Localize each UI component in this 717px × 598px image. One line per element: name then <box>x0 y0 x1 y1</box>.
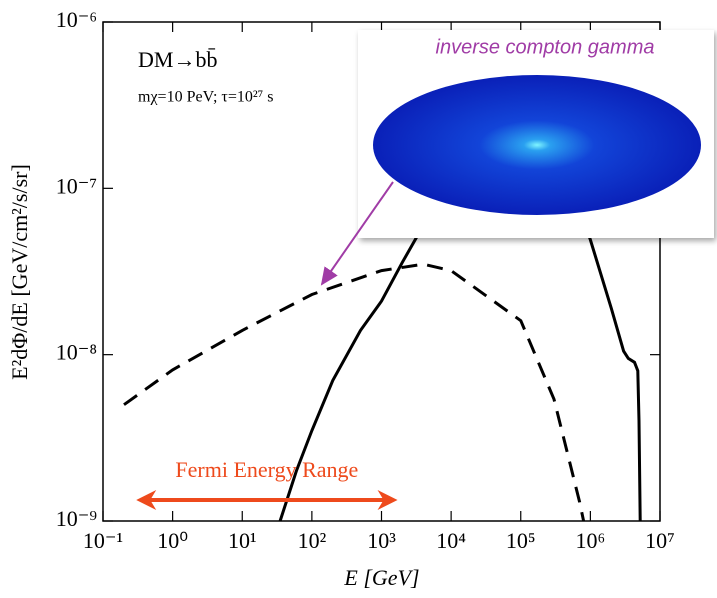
range-arrow-head <box>377 490 398 510</box>
annotation: DM→bb̄ <box>138 47 217 72</box>
x-tick-label: 10⁷ <box>645 528 675 553</box>
x-tick-label: 10⁵ <box>506 528 536 553</box>
plot-area: 10⁻¹ 10⁰ 10¹ 10² 10³ 10⁴ 10⁵ 10⁶ 10⁷ 10⁻⁹ 10⁻⁸ 10⁻⁷… <box>56 7 675 553</box>
x-tick-label: 10⁴ <box>436 528 466 553</box>
x-axis-label: E [GeV] <box>343 565 419 590</box>
y-tick-label: 10⁻⁸ <box>56 340 97 365</box>
y-tick-label: 10⁻⁶ <box>56 7 97 32</box>
x-tick-label: 10³ <box>367 528 396 553</box>
y-axis-label: E²dΦ/dE [GeV/cm²/s/sr] <box>7 164 32 380</box>
x-tick-label: 10⁶ <box>576 528 606 553</box>
x-tick-label: 10¹ <box>228 528 257 553</box>
inset-arrow <box>320 181 394 286</box>
x-tick-label: 10⁰ <box>157 528 188 553</box>
range-arrow-head <box>136 490 157 510</box>
sky-map <box>373 75 701 215</box>
x-tick-label: 10² <box>298 528 327 553</box>
range-label: Fermi Energy Range <box>175 457 358 482</box>
annotation: mχ=10 PeV; τ=10²⁷ s <box>138 89 273 106</box>
series-line <box>123 262 586 522</box>
inset-label: inverse compton gamma <box>436 36 655 58</box>
x-tick-label: 10⁻¹ <box>83 528 123 553</box>
inset: inverse compton gamma <box>320 30 714 286</box>
y-tick-label: 10⁻⁷ <box>56 173 97 198</box>
y-tick-label: 10⁻⁹ <box>56 506 98 531</box>
